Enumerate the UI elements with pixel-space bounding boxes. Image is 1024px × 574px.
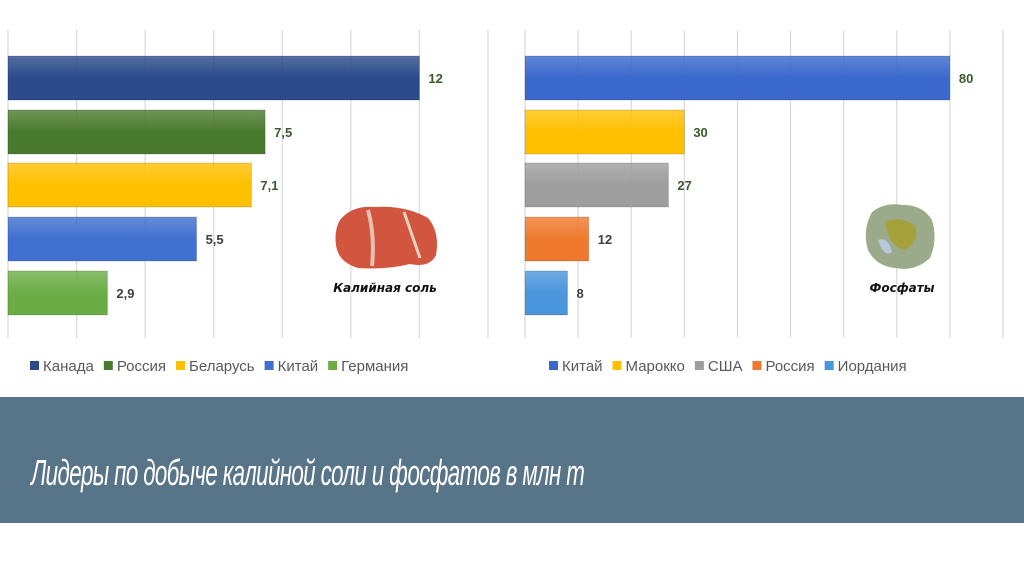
legend-swatch xyxy=(103,361,113,370)
data-label: 7,5 xyxy=(274,125,292,140)
data-label: 8 xyxy=(576,286,583,301)
bar-Канада xyxy=(7,55,420,101)
legend-swatch xyxy=(824,361,834,370)
data-label: 27 xyxy=(677,178,691,193)
legend-item: Китай xyxy=(278,358,319,375)
charts-area: 12 7,5 7,1 5,5 2,9 Калийная соль Канада Россия Б… xyxy=(7,30,1004,375)
rock-vein xyxy=(402,211,422,259)
mineral-label: Калийная соль xyxy=(333,281,437,295)
legend-swatch xyxy=(612,361,622,370)
legend-item: США xyxy=(708,358,743,375)
legend-item: Китай xyxy=(562,358,603,375)
page-title: Лидеры по добыче калийной соли и фосфато… xyxy=(31,452,585,493)
mineral-label: Фосфаты xyxy=(869,281,934,295)
bar-США xyxy=(524,162,669,208)
title-banner xyxy=(0,397,1024,523)
bar-Марокко xyxy=(524,109,685,155)
legend-swatch xyxy=(264,361,274,370)
bar-Китай xyxy=(524,55,951,101)
legend-swatch xyxy=(328,361,338,370)
legend-swatch xyxy=(694,361,704,370)
legend-swatch xyxy=(30,361,39,370)
legend-item: Иордания xyxy=(838,358,907,375)
legend-item: Канада xyxy=(43,358,94,375)
bar-Россия xyxy=(7,109,266,155)
rock-patch xyxy=(878,239,892,254)
data-label: 2,9 xyxy=(116,286,134,301)
bar-Германия xyxy=(7,270,108,316)
legend-swatch xyxy=(549,361,558,370)
legend-item: Россия xyxy=(117,358,166,375)
legend-swatch xyxy=(752,361,762,370)
legend-item: Россия xyxy=(765,358,814,375)
data-label: 30 xyxy=(693,125,707,140)
data-label: 12 xyxy=(598,232,612,247)
legend-swatch xyxy=(176,361,186,370)
bar-Иордания xyxy=(524,270,568,316)
data-label: 7,1 xyxy=(260,178,278,193)
legend: Канада Россия Беларусь Китай Германия xyxy=(30,358,408,375)
data-label: 12 xyxy=(428,71,442,86)
bar-Россия xyxy=(524,216,590,262)
chart-1: 12 7,5 7,1 5,5 2,9 Калийная соль Канада Россия Б… xyxy=(7,30,489,375)
data-label: 80 xyxy=(959,71,973,86)
legend-item: Беларусь xyxy=(189,358,255,375)
legend-item: Германия xyxy=(341,358,408,375)
chart-2: 80 30 27 12 8 Фосфаты Китай Марокко США Россия Иор… xyxy=(524,30,1004,375)
legend-item: Марокко xyxy=(626,358,685,375)
potash-salt-rock-image xyxy=(335,206,437,269)
rock-patch xyxy=(885,219,917,250)
legend: Китай Марокко США Россия Иордания xyxy=(549,358,907,375)
bar-Беларусь xyxy=(7,162,252,208)
rock-vein xyxy=(366,209,375,267)
bar-Китай xyxy=(7,216,198,262)
data-label: 5,5 xyxy=(206,232,224,247)
